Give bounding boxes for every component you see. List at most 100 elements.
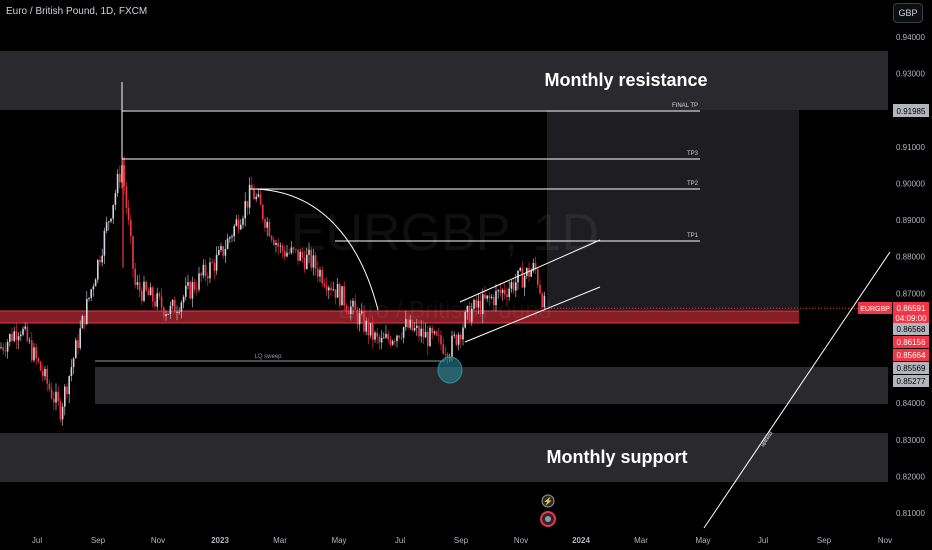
candle-body: [486, 295, 488, 299]
watermark-symbol: EURGBP, 1D: [291, 204, 599, 262]
time-axis[interactable]: Jul Sep Nov 2023 Mar May Jul Sep Nov 2024 Mar May Ju…: [32, 536, 892, 545]
candle-body: [468, 305, 471, 322]
candle-body: [350, 306, 352, 315]
candle-body: [37, 358, 40, 362]
symbol-tag: EURGBP: [860, 306, 890, 313]
last-price-tag: 0.86591: [897, 304, 926, 313]
candle-body: [477, 300, 480, 308]
candle-body: [299, 251, 301, 261]
candle-body: [13, 331, 15, 341]
channel-lower-line: [464, 286, 601, 343]
level-tag-3-bg: [893, 349, 929, 361]
candle-body: [420, 328, 422, 337]
candle-body: [343, 286, 345, 306]
x-tick-label: 2024: [572, 536, 590, 545]
x-tick-label: Jul: [395, 536, 405, 545]
candle-body: [479, 300, 482, 314]
candle-body: [273, 239, 275, 245]
candle-body: [46, 368, 48, 384]
candle-body: [416, 325, 418, 328]
candle-body: [94, 279, 97, 287]
candle-body: [453, 334, 455, 336]
candle-body: [6, 341, 9, 352]
tp-projection-zone: [547, 110, 799, 310]
candle-body: [462, 327, 464, 340]
candle-body: [367, 320, 370, 336]
rounding-top-curve: [249, 188, 379, 311]
candle-body: [488, 295, 491, 299]
candle-body: [191, 282, 194, 299]
candle-body: [26, 326, 29, 341]
candle-body: [70, 367, 73, 376]
candle-body: [147, 290, 150, 296]
candle-body: [523, 275, 526, 288]
candle-body: [369, 322, 372, 336]
candle-body: [88, 297, 90, 299]
event-icon-top[interactable]: ⚡: [541, 494, 555, 508]
candle-body: [286, 252, 288, 257]
candle-body: [345, 305, 348, 311]
support-title: Monthly support: [547, 447, 688, 467]
candle-body: [284, 251, 286, 257]
candle-body: [196, 289, 198, 291]
candle-body: [427, 331, 429, 347]
candle-body: [68, 375, 70, 395]
candle-body: [108, 221, 110, 223]
candle-body: [330, 287, 332, 291]
candle-body: [451, 335, 453, 357]
candle-body: [295, 249, 297, 251]
candle-body: [213, 262, 216, 271]
candle-body: [237, 219, 240, 230]
candle-body: [372, 322, 374, 340]
candle-body: [279, 245, 282, 247]
candle-body: [347, 310, 350, 315]
candle-body: [400, 337, 403, 339]
candle-body: [332, 289, 334, 291]
x-tick-label: Mar: [273, 536, 287, 545]
level-tag-5-bg: [893, 375, 929, 387]
candle-body: [506, 294, 508, 297]
candle-body: [534, 262, 537, 270]
tp3-label: TP3: [687, 151, 699, 157]
candle-body: [499, 290, 502, 293]
candle-body: [471, 308, 473, 322]
candle-body: [530, 270, 532, 277]
candle-body: [288, 252, 290, 254]
x-tick-label: Jul: [32, 536, 42, 545]
candle-body: [341, 286, 343, 306]
candle-body: [334, 289, 337, 298]
candle-body: [504, 289, 506, 295]
candle-body: [376, 332, 378, 337]
candle-body: [176, 312, 178, 313]
y-tick-label: 0.90000: [896, 179, 925, 188]
candle-body: [48, 383, 51, 390]
candle-body: [255, 196, 257, 200]
candle-body: [336, 284, 339, 298]
y-tick-label: 0.81000: [896, 509, 925, 518]
candle-body: [167, 314, 169, 315]
candle-body: [72, 358, 75, 368]
symbol-tag-bg: [858, 302, 892, 314]
candle-body: [352, 300, 354, 307]
candle-body: [224, 248, 227, 256]
candle-body: [413, 327, 416, 331]
candle-body: [4, 350, 7, 352]
currency-button[interactable]: GBP: [893, 3, 923, 23]
candle-body: [444, 353, 447, 355]
candle-body: [171, 299, 174, 306]
candle-body: [380, 337, 383, 343]
candle-body: [136, 282, 139, 285]
candle-body: [407, 319, 409, 328]
candle-body: [204, 264, 207, 277]
candle-body: [229, 237, 231, 239]
candle-body: [79, 328, 81, 349]
event-icon-bottom[interactable]: [540, 511, 556, 527]
candle-body: [215, 254, 218, 271]
candle-body: [198, 273, 200, 290]
candle-body: [429, 327, 431, 347]
candle-body: [519, 268, 521, 271]
candle-body: [464, 312, 466, 328]
candle-body: [180, 302, 183, 312]
candle-body: [53, 398, 55, 403]
